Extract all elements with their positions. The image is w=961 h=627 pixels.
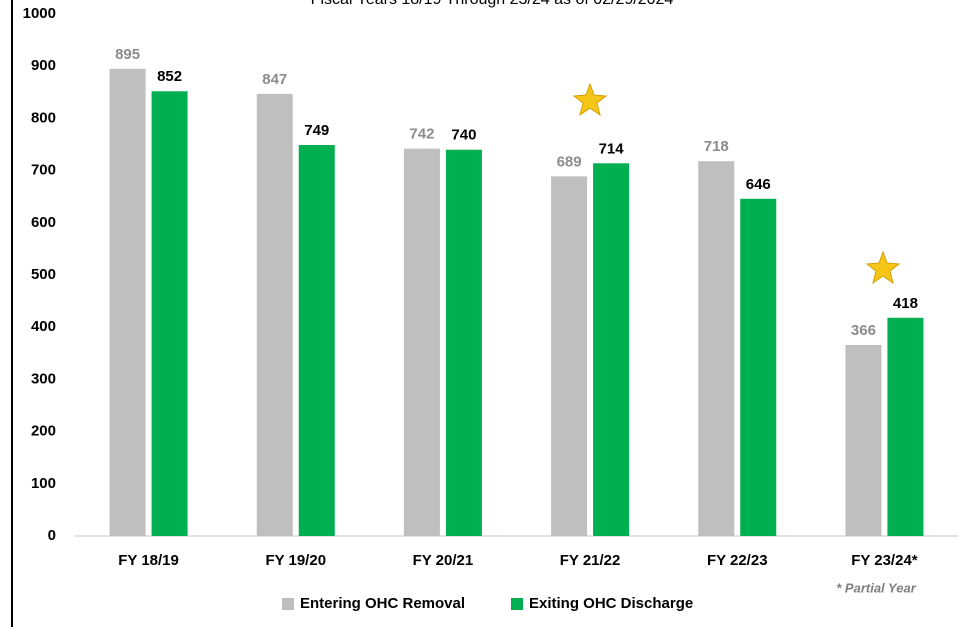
value-label: 742 xyxy=(409,126,434,143)
bar xyxy=(151,91,188,537)
value-label: 418 xyxy=(893,295,918,312)
bar xyxy=(445,149,482,536)
legend-label: Entering OHC Removal xyxy=(300,595,465,612)
x-tick-label: FY 18/19 xyxy=(118,552,179,569)
star xyxy=(865,250,901,285)
value-label: 689 xyxy=(557,153,582,170)
value-label: 366 xyxy=(851,322,876,339)
y-tick-label: 600 xyxy=(31,214,56,231)
x-tick-label: FY 20/21 xyxy=(413,552,474,569)
y-tick-label: 700 xyxy=(31,162,56,179)
legend-swatch xyxy=(511,598,523,610)
bar xyxy=(887,317,924,536)
y-tick-label: 500 xyxy=(31,266,56,283)
y-tick-label: 1000 xyxy=(23,5,56,22)
chart-subtitle: Fiscal Years 18/19 Through 23/24 as of 0… xyxy=(311,0,674,8)
legend-label: Exiting OHC Discharge xyxy=(529,595,693,612)
bar xyxy=(698,161,735,537)
x-tick-label: FY 21/22 xyxy=(560,552,621,569)
value-label: 895 xyxy=(115,46,140,63)
value-label: 646 xyxy=(746,176,771,193)
annotation: * Partial Year xyxy=(836,580,916,595)
legend-swatch xyxy=(282,598,294,610)
bar xyxy=(298,145,335,536)
bar xyxy=(551,176,588,537)
bar xyxy=(403,148,440,536)
x-tick-label: FY 19/20 xyxy=(265,552,326,569)
bar xyxy=(593,163,630,537)
y-tick-label: 400 xyxy=(31,318,56,335)
bar xyxy=(109,68,146,536)
bar xyxy=(740,198,777,536)
value-label: 740 xyxy=(451,127,476,144)
y-tick-label: 100 xyxy=(31,475,56,492)
value-label: 718 xyxy=(704,138,729,155)
y-tick-label: 0 xyxy=(48,527,56,544)
x-tick-label: FY 23/24* xyxy=(851,552,918,569)
bar xyxy=(256,93,293,536)
value-label: 852 xyxy=(157,68,182,85)
y-tick-label: 300 xyxy=(31,370,56,387)
star xyxy=(572,82,608,117)
y-tick-label: 200 xyxy=(31,423,56,440)
x-tick-label: FY 22/23 xyxy=(707,552,768,569)
value-label: 847 xyxy=(262,71,287,88)
bar xyxy=(845,344,882,536)
value-label: 749 xyxy=(304,122,329,139)
y-tick-label: 900 xyxy=(31,57,56,74)
value-label: 714 xyxy=(599,140,625,157)
y-tick-label: 800 xyxy=(31,109,56,126)
